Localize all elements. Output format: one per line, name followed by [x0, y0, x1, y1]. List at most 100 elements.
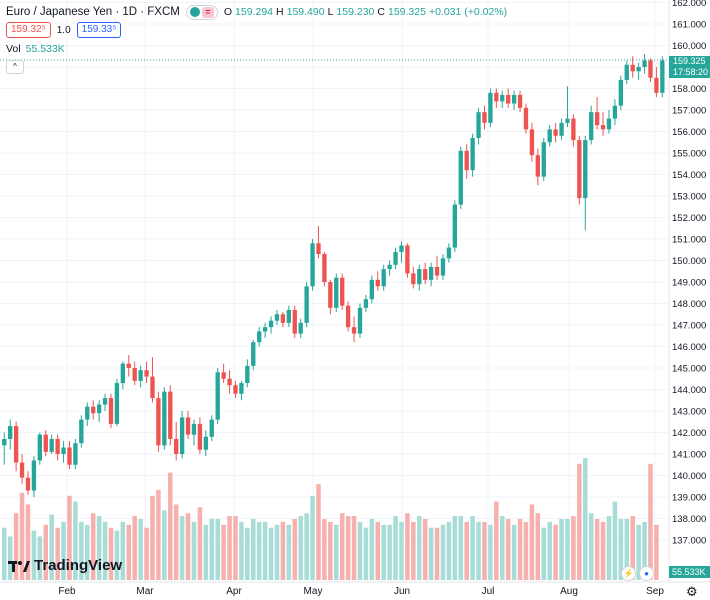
x-tick-label: May [304, 586, 323, 597]
candle-body [185, 417, 191, 435]
volume-value: 55.533K [25, 43, 65, 55]
candle-body [262, 327, 268, 332]
volume-bar [126, 524, 132, 580]
collapse-chevron-icon[interactable]: ^ [6, 60, 24, 74]
record-icon[interactable]: ● [639, 566, 654, 581]
candle-body [25, 477, 31, 491]
status-dot-icon [189, 7, 200, 17]
volume-bar [440, 524, 446, 580]
volume-bar [345, 516, 351, 580]
y-tick-label: 138.000 [672, 514, 706, 525]
bottom-icon-group: ⚡ ● [621, 566, 654, 581]
candle-body [423, 269, 428, 280]
volume-bar [529, 504, 535, 580]
tradingview-brand[interactable]: TradingView [8, 557, 122, 574]
change-value: +0.031 (+0.02%) [428, 6, 508, 18]
volume-bar [434, 527, 440, 580]
candle-body [535, 155, 540, 177]
volume-bar [339, 513, 345, 580]
candle-body [13, 426, 19, 463]
candle-body [328, 282, 333, 308]
volume-legend[interactable]: Vol 55.533K [6, 43, 65, 55]
volume-bar [630, 516, 635, 580]
candle-body [257, 331, 262, 343]
ohlc-values: O 159.294 H 159.490 L 159.230 C 159.325 +0.0… [224, 6, 507, 18]
candle-body [511, 94, 517, 104]
candle-body [49, 438, 54, 452]
symbol-title[interactable]: Euro / Japanese Yen · 1D · FXCM [6, 6, 180, 18]
volume-bar [642, 521, 647, 580]
candle-body [452, 204, 457, 248]
close-value: 159.325 [387, 6, 426, 18]
symbol-legend[interactable]: Euro / Japanese Yen · 1D · FXCM = O 159.2… [6, 4, 507, 20]
volume-bar [168, 472, 173, 580]
volume-bar [251, 519, 256, 580]
last-volume-label: 55.533K [669, 566, 710, 578]
volume-bar [79, 521, 84, 580]
bar-countdown: 17:58:20 [673, 67, 709, 77]
volume-bar [286, 524, 292, 580]
volume-bar [588, 513, 594, 580]
sell-button[interactable]: 159.32⁵ [6, 22, 51, 38]
y-tick-label: 156.000 [672, 127, 706, 138]
volume-bar [470, 516, 475, 580]
volume-bar [274, 524, 280, 580]
candle-body [191, 423, 197, 435]
candle-body [132, 368, 137, 381]
candle-body [482, 112, 487, 123]
volume-bar [393, 516, 398, 580]
y-tick-label: 144.000 [672, 385, 706, 396]
volume-bar [511, 524, 517, 580]
volume-bar [138, 519, 143, 580]
volume-bar [239, 521, 244, 580]
volume-bar [310, 495, 315, 580]
last-price-label: 159.325 17:58:20 [669, 56, 710, 78]
volume-bar [31, 530, 37, 580]
lightning-icon[interactable]: ⚡ [621, 566, 636, 581]
candle-body [500, 94, 505, 102]
candle-body [91, 406, 96, 414]
volume-bar [648, 463, 653, 580]
volume-bar [422, 519, 428, 580]
candle-body [67, 447, 72, 465]
candle-body [179, 417, 185, 454]
candle-body [43, 434, 48, 452]
candle-body [334, 277, 339, 308]
y-tick-label: 145.000 [672, 364, 706, 375]
volume-bar [221, 524, 226, 580]
volume-bar [618, 519, 624, 580]
candle-body [606, 118, 612, 130]
volume-bar [191, 521, 197, 580]
volume-bar [245, 527, 250, 580]
y-tick-label: 155.000 [672, 149, 706, 160]
volume-bar [55, 527, 60, 580]
volume-bar [203, 524, 209, 580]
market-status-pill[interactable]: = [185, 4, 218, 20]
candle-body [245, 365, 250, 384]
candle-body [470, 137, 475, 171]
candle-body [387, 264, 392, 270]
candle-body [298, 322, 303, 334]
volume-bar [654, 524, 659, 580]
volume-bar [375, 521, 381, 580]
candle-body [375, 279, 380, 287]
candle-body [233, 385, 238, 394]
x-tick-label: Feb [58, 586, 76, 597]
volume-bar [120, 521, 126, 580]
candle-body [660, 60, 665, 93]
candle-body [517, 94, 523, 108]
candle-body [381, 269, 386, 287]
volume-bar [85, 524, 90, 580]
volume-bar [612, 501, 618, 580]
volume-bar [428, 527, 434, 580]
buy-button[interactable]: 159.33⁵ [76, 22, 122, 38]
settings-gear-icon[interactable]: ⚙ [686, 584, 698, 599]
volume-bar [624, 519, 630, 580]
candle-body [19, 462, 25, 478]
tradingview-logo-icon [8, 560, 30, 572]
volume-bar [535, 513, 541, 580]
candle-body [61, 447, 66, 454]
candle-body [357, 307, 363, 334]
